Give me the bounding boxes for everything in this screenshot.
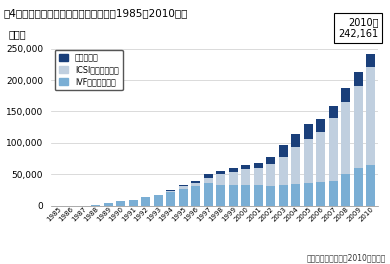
Bar bbox=[316, 132, 325, 182]
Bar bbox=[341, 102, 350, 175]
Bar bbox=[216, 175, 225, 185]
Bar bbox=[191, 186, 200, 206]
Bar bbox=[366, 54, 375, 67]
Text: 図4　不妊治療の実施件数の年次推移（1985～2010年）: 図4 不妊治療の実施件数の年次推移（1985～2010年） bbox=[4, 8, 188, 18]
Bar bbox=[191, 183, 200, 186]
Bar bbox=[304, 139, 313, 183]
Bar bbox=[304, 183, 313, 206]
Bar bbox=[216, 185, 225, 206]
Bar bbox=[366, 165, 375, 206]
Bar bbox=[241, 169, 250, 185]
Bar bbox=[91, 205, 100, 206]
Bar bbox=[354, 168, 363, 206]
Bar bbox=[204, 178, 213, 183]
Bar bbox=[279, 145, 288, 157]
Bar bbox=[316, 119, 325, 132]
Bar bbox=[229, 168, 238, 172]
Bar bbox=[329, 106, 338, 118]
Bar bbox=[266, 186, 275, 206]
Legend: 凍結融解胚, ICSI（顕微授精）, IVF（体外受精）: 凍結融解胚, ICSI（顕微授精）, IVF（体外受精） bbox=[55, 50, 122, 90]
Bar bbox=[254, 163, 263, 168]
Bar bbox=[241, 185, 250, 206]
Bar bbox=[104, 203, 113, 206]
Bar bbox=[241, 165, 250, 169]
Bar bbox=[154, 195, 163, 206]
Text: （件）: （件） bbox=[8, 29, 26, 39]
Bar bbox=[279, 157, 288, 185]
Bar bbox=[254, 185, 263, 206]
Bar bbox=[166, 191, 175, 192]
Bar bbox=[341, 88, 350, 102]
Bar bbox=[341, 175, 350, 206]
Bar bbox=[141, 197, 150, 206]
Bar bbox=[191, 181, 200, 183]
Bar bbox=[229, 172, 238, 185]
Bar bbox=[229, 185, 238, 206]
Bar bbox=[316, 182, 325, 206]
Bar bbox=[166, 192, 175, 206]
Bar bbox=[254, 168, 263, 185]
Bar bbox=[216, 171, 225, 175]
Text: 日本産科婦人科学会2010年データ: 日本産科婦人科学会2010年データ bbox=[307, 254, 386, 263]
Bar bbox=[291, 134, 300, 147]
Bar bbox=[354, 72, 363, 86]
Bar bbox=[204, 183, 213, 206]
Bar bbox=[266, 164, 275, 186]
Bar bbox=[116, 201, 125, 206]
Bar bbox=[204, 175, 213, 178]
Bar bbox=[329, 118, 338, 181]
Bar bbox=[179, 185, 188, 186]
Bar bbox=[279, 185, 288, 206]
Bar bbox=[304, 124, 313, 139]
Bar bbox=[366, 67, 375, 165]
Bar bbox=[291, 147, 300, 184]
Bar bbox=[179, 186, 188, 189]
Bar bbox=[166, 190, 175, 191]
Bar bbox=[179, 189, 188, 206]
Bar bbox=[291, 184, 300, 206]
Bar bbox=[354, 86, 363, 168]
Text: 2010年
242,161: 2010年 242,161 bbox=[338, 17, 378, 39]
Bar bbox=[266, 157, 275, 164]
Bar bbox=[329, 181, 338, 206]
Bar bbox=[129, 200, 138, 206]
